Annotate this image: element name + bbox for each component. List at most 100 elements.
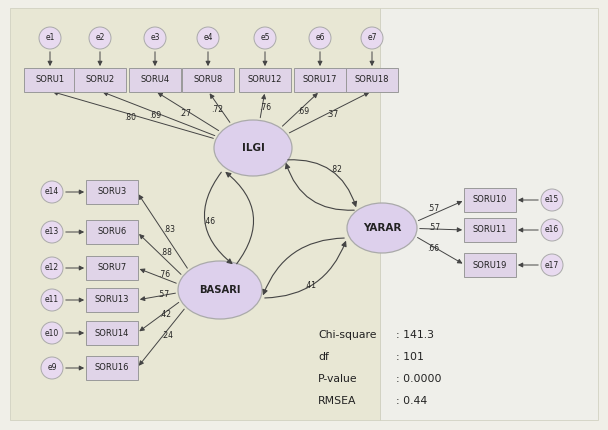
Ellipse shape	[347, 203, 417, 253]
Text: SORU3: SORU3	[97, 187, 126, 197]
Text: e2: e2	[95, 34, 105, 43]
Ellipse shape	[39, 27, 61, 49]
Ellipse shape	[41, 289, 63, 311]
Ellipse shape	[214, 120, 292, 176]
FancyArrowPatch shape	[263, 238, 344, 294]
Ellipse shape	[144, 27, 166, 49]
Text: df: df	[318, 352, 329, 362]
Ellipse shape	[254, 27, 276, 49]
Text: SORU8: SORU8	[193, 76, 223, 85]
Text: : 0.0000: : 0.0000	[396, 374, 441, 384]
Text: e11: e11	[45, 295, 59, 304]
Text: SORU1: SORU1	[35, 76, 64, 85]
Text: e14: e14	[45, 187, 59, 197]
FancyArrowPatch shape	[204, 172, 232, 264]
Text: .76: .76	[158, 270, 170, 279]
Text: .27: .27	[179, 109, 191, 118]
Text: .69: .69	[150, 111, 162, 120]
Text: .69: .69	[297, 107, 309, 116]
Text: e5: e5	[260, 34, 270, 43]
Text: YARAR: YARAR	[363, 223, 401, 233]
Ellipse shape	[41, 257, 63, 279]
Text: SORU4: SORU4	[140, 76, 170, 85]
Text: SORU11: SORU11	[473, 225, 507, 234]
FancyBboxPatch shape	[86, 220, 138, 244]
Text: .57: .57	[157, 290, 170, 299]
Text: .24: .24	[162, 331, 173, 340]
FancyBboxPatch shape	[464, 218, 516, 242]
FancyArrowPatch shape	[288, 160, 356, 206]
FancyBboxPatch shape	[86, 288, 138, 312]
FancyBboxPatch shape	[86, 356, 138, 380]
Text: SORU16: SORU16	[95, 363, 130, 372]
FancyArrowPatch shape	[226, 172, 254, 264]
Text: e6: e6	[316, 34, 325, 43]
FancyBboxPatch shape	[86, 180, 138, 204]
FancyBboxPatch shape	[464, 188, 516, 212]
FancyBboxPatch shape	[464, 253, 516, 277]
Ellipse shape	[41, 357, 63, 379]
Text: SORU13: SORU13	[95, 295, 130, 304]
FancyArrowPatch shape	[286, 164, 354, 210]
Text: SORU7: SORU7	[97, 264, 126, 273]
Ellipse shape	[41, 221, 63, 243]
FancyBboxPatch shape	[86, 256, 138, 280]
Ellipse shape	[41, 322, 63, 344]
Text: SORU6: SORU6	[97, 227, 126, 236]
Text: SORU2: SORU2	[86, 76, 114, 85]
FancyBboxPatch shape	[294, 68, 346, 92]
FancyBboxPatch shape	[129, 68, 181, 92]
Text: .76: .76	[260, 103, 271, 112]
FancyBboxPatch shape	[86, 321, 138, 345]
Text: e17: e17	[545, 261, 559, 270]
Text: BASARI: BASARI	[199, 285, 241, 295]
Text: .46: .46	[203, 217, 215, 226]
FancyArrowPatch shape	[264, 242, 346, 298]
FancyBboxPatch shape	[182, 68, 234, 92]
Ellipse shape	[309, 27, 331, 49]
Text: SORU14: SORU14	[95, 329, 129, 338]
Text: .42: .42	[159, 310, 171, 319]
Text: .57: .57	[428, 223, 440, 232]
Text: .88: .88	[160, 248, 172, 257]
Text: P-value: P-value	[318, 374, 358, 384]
Text: e13: e13	[45, 227, 59, 236]
Ellipse shape	[541, 189, 563, 211]
Text: e16: e16	[545, 225, 559, 234]
Text: e3: e3	[150, 34, 160, 43]
Text: : 0.44: : 0.44	[396, 396, 427, 406]
FancyBboxPatch shape	[10, 8, 380, 420]
Ellipse shape	[41, 181, 63, 203]
Ellipse shape	[89, 27, 111, 49]
Text: e10: e10	[45, 329, 59, 338]
Text: : 141.3: : 141.3	[396, 330, 434, 340]
Text: Chi-square: Chi-square	[318, 330, 376, 340]
Text: SORU17: SORU17	[303, 76, 337, 85]
Text: : 101: : 101	[396, 352, 424, 362]
FancyBboxPatch shape	[239, 68, 291, 92]
Ellipse shape	[197, 27, 219, 49]
Text: e15: e15	[545, 196, 559, 205]
Text: .83: .83	[163, 225, 175, 234]
FancyBboxPatch shape	[74, 68, 126, 92]
Text: SORU10: SORU10	[473, 196, 507, 205]
Text: e9: e9	[47, 363, 57, 372]
Ellipse shape	[178, 261, 262, 319]
Text: SORU18: SORU18	[354, 76, 389, 85]
Text: e7: e7	[367, 34, 377, 43]
FancyBboxPatch shape	[380, 8, 598, 420]
Text: .66: .66	[427, 244, 439, 253]
Text: .41: .41	[304, 281, 316, 290]
Text: e1: e1	[46, 34, 55, 43]
Ellipse shape	[541, 254, 563, 276]
FancyBboxPatch shape	[24, 68, 76, 92]
Text: ILGI: ILGI	[241, 143, 264, 153]
Text: RMSEA: RMSEA	[318, 396, 356, 406]
FancyBboxPatch shape	[346, 68, 398, 92]
Text: .82: .82	[330, 165, 342, 174]
Text: .37: .37	[326, 110, 339, 119]
Ellipse shape	[361, 27, 383, 49]
Text: .72: .72	[211, 105, 223, 114]
Text: .80: .80	[124, 113, 136, 122]
Text: e4: e4	[203, 34, 213, 43]
